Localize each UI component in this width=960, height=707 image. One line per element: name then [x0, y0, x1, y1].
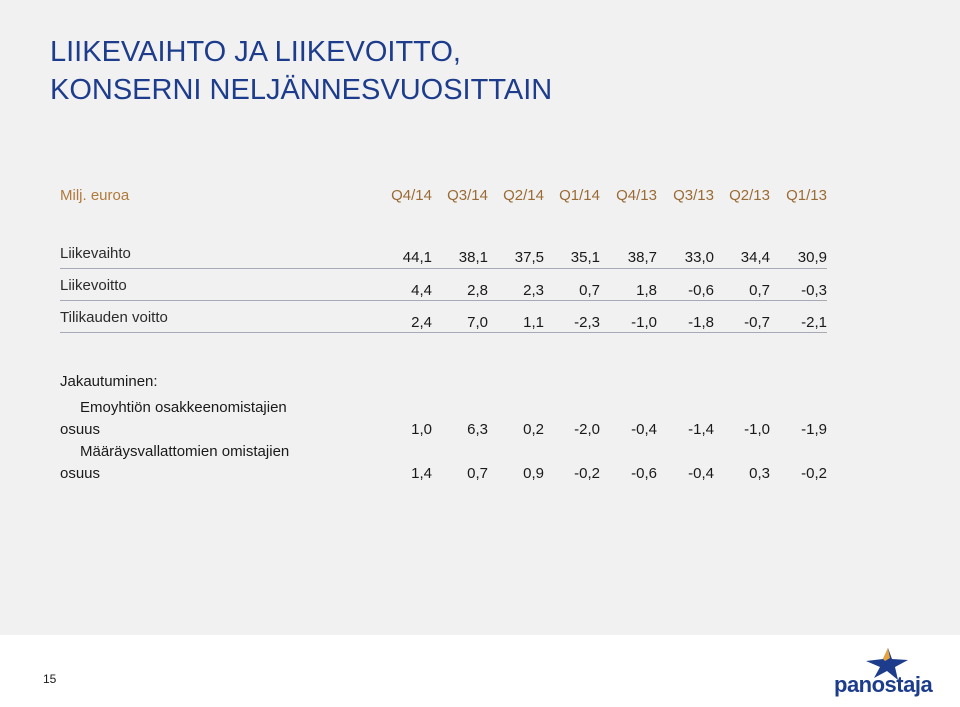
column-header: Q2/13 — [729, 187, 770, 204]
row-label: Määräysvallattomien omistajien — [80, 443, 290, 460]
row-label: Liikevaihto — [60, 245, 131, 262]
column-header: Q1/14 — [559, 187, 600, 204]
table-row: Liikevaihto 44,1 38,1 37,5 35,1 38,7 33,… — [60, 245, 827, 269]
table-cell: -0,6 — [688, 282, 714, 299]
table-cell: 1,4 — [411, 465, 432, 482]
table-cell: -2,3 — [574, 314, 600, 331]
table-cell: 2,8 — [467, 282, 488, 299]
slide-background — [0, 0, 960, 635]
table-cell: -0,2 — [801, 465, 827, 482]
table-cell: 33,0 — [684, 249, 714, 266]
column-header: Q3/14 — [447, 187, 488, 204]
table-row: Tilikauden voitto 2,4 7,0 1,1 -2,3 -1,0 … — [60, 309, 827, 333]
page-number: 15 — [43, 672, 57, 686]
table-cell: -2,0 — [574, 421, 600, 438]
column-header: Q3/13 — [673, 187, 714, 204]
table-cell: -0,2 — [574, 465, 600, 482]
row-label: Tilikauden voitto — [60, 309, 168, 326]
table-cell: -1,0 — [744, 421, 770, 438]
title-line-2: KONSERNI NELJÄNNESVUOSITTAIN — [50, 74, 553, 106]
table-cell: 0,2 — [523, 421, 544, 438]
table-row: Liikevoitto 4,4 2,8 2,3 0,7 1,8 -0,6 0,7… — [60, 277, 827, 301]
table-cell: 0,3 — [749, 465, 770, 482]
unit-label: Milj. euroa — [60, 187, 130, 204]
star-icon — [866, 648, 908, 680]
table-cell: -1,9 — [801, 421, 827, 438]
table-cell: -0,7 — [744, 314, 770, 331]
row-label-continuation: osuus — [60, 465, 101, 482]
table-cell: 4,4 — [411, 282, 432, 299]
table-cell: -1,0 — [631, 314, 657, 331]
table-header: Milj. euroa Q4/14 Q3/14 Q2/14 Q1/14 Q4/1… — [0, 187, 960, 209]
column-header: Q4/14 — [391, 187, 432, 204]
column-header: Q1/13 — [786, 187, 827, 204]
table-cell: 38,1 — [458, 249, 488, 266]
logo-wordmark: panostaja — [834, 672, 933, 697]
table-cell: 30,9 — [797, 249, 827, 266]
table-cell: 0,9 — [523, 465, 544, 482]
table-cell: -1,4 — [688, 421, 714, 438]
table-cell: 0,7 — [579, 282, 600, 299]
table-cell: -0,4 — [688, 465, 714, 482]
table-cell: -1,8 — [688, 314, 714, 331]
table-cell: -0,4 — [631, 421, 657, 438]
table-cell: 44,1 — [402, 249, 432, 266]
row-label: Emoyhtiön osakkeenomistajien — [80, 399, 287, 416]
table-cell: 6,3 — [467, 421, 488, 438]
column-header: Q4/13 — [616, 187, 657, 204]
table-cell: 2,4 — [411, 314, 432, 331]
table-cell: 38,7 — [627, 249, 657, 266]
table-cell: 37,5 — [514, 249, 544, 266]
table-cell: 7,0 — [467, 314, 488, 331]
table-cell: 34,4 — [740, 249, 770, 266]
row-label: Liikevoitto — [60, 277, 127, 294]
row-label-continuation: osuus — [60, 421, 101, 438]
table-cell: -0,3 — [801, 282, 827, 299]
table-cell: -0,6 — [631, 465, 657, 482]
table-cell: 2,3 — [523, 282, 544, 299]
table-cell: 1,8 — [636, 282, 657, 299]
company-logo: panostaja — [834, 648, 934, 704]
table-cell: -2,1 — [801, 314, 827, 331]
title-line-1: LIIKEVAIHTO JA LIIKEVOITTO, — [50, 36, 461, 68]
page-title: LIIKEVAIHTO JA LIIKEVOITTO, KONSERNI NEL… — [50, 33, 552, 109]
column-header: Q2/14 — [503, 187, 544, 204]
table-cell: 1,0 — [411, 421, 432, 438]
table-cell: 1,1 — [523, 314, 544, 331]
table-cell: 35,1 — [570, 249, 600, 266]
allocation-heading: Jakautuminen: — [60, 373, 158, 390]
table-cell: 0,7 — [749, 282, 770, 299]
table-cell: 0,7 — [467, 465, 488, 482]
